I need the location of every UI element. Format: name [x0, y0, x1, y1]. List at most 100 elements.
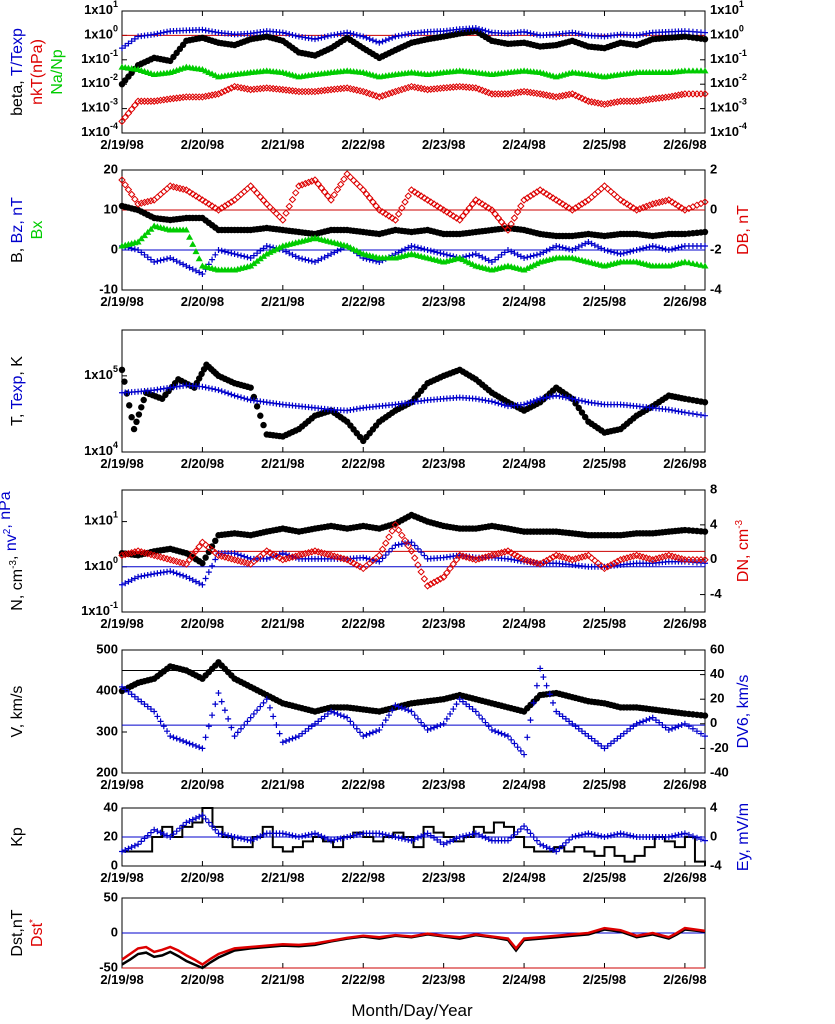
series-dst- [121, 926, 706, 966]
data-point-interp [555, 92, 564, 101]
data-point-interp [256, 84, 265, 93]
y2-tick-label: 20 [710, 691, 724, 706]
y2-tick-label: 60 [710, 641, 724, 656]
data-point-interp [144, 832, 151, 839]
data-point-interp [292, 253, 299, 260]
data-point-interp [421, 552, 428, 559]
data-point-interp [318, 715, 325, 722]
data-point-interp [411, 836, 418, 843]
data-point-interp [186, 233, 194, 240]
data-point-interp [212, 386, 219, 393]
data-point-interp [292, 734, 299, 741]
data-point-interp [597, 185, 605, 193]
data-point-interp [693, 411, 700, 418]
data-point [166, 95, 174, 103]
data-point [118, 117, 126, 126]
data-point-interp [620, 730, 627, 737]
data-point [537, 665, 544, 672]
data-point-interp [669, 246, 676, 253]
data-point-interp [514, 251, 521, 258]
data-point-interp [324, 86, 332, 94]
data-point-interp [238, 725, 245, 732]
data-point-interp [382, 717, 389, 724]
data-point [701, 399, 709, 406]
data-point-interp [180, 822, 187, 829]
data-point-interp [347, 718, 354, 725]
data-point-interp [185, 556, 194, 564]
data-point-interp [626, 97, 634, 105]
data-point-interp [389, 545, 396, 552]
data-point-interp [373, 38, 380, 45]
data-point-interp [485, 28, 492, 35]
data-point-interp [218, 204, 226, 212]
y-axis-title-2: Dst* [28, 919, 46, 947]
data-point-interp [434, 249, 441, 256]
series-bz [119, 239, 708, 277]
data-point-interp [678, 831, 685, 838]
data-point-interp [196, 580, 203, 587]
data-point [440, 251, 447, 257]
data-point-interp [331, 836, 338, 843]
data-point [263, 696, 270, 703]
data-point-interp [603, 185, 612, 193]
data-point [701, 262, 709, 269]
data-point-interp [276, 730, 283, 737]
y-tick-label: 300 [96, 723, 118, 738]
data-point-interp [658, 197, 667, 206]
data-point-interp [379, 555, 386, 562]
data-point-interp [221, 202, 229, 210]
data-point-interp [507, 220, 515, 228]
data-point [585, 830, 592, 837]
data-point-interp [558, 200, 567, 208]
data-point [328, 837, 335, 844]
data-point-interp [495, 729, 502, 736]
series-t-texp [119, 25, 708, 52]
data-point-interp [140, 97, 149, 105]
data-point-interp [208, 91, 216, 99]
data-point-interp [147, 197, 155, 205]
data-point-interp [672, 832, 679, 839]
data-point-interp [479, 715, 486, 722]
data-point-interp [610, 559, 618, 567]
data-point-interp [524, 826, 531, 833]
series-line [121, 926, 706, 966]
data-point-interp [372, 92, 380, 100]
data-point-interp [157, 257, 164, 264]
data-point-interp [555, 198, 564, 206]
data-point [569, 834, 576, 840]
data-point-interp [211, 204, 219, 212]
data-point-interp [244, 254, 251, 261]
data-point-interp [172, 94, 181, 102]
data-point-interp [144, 572, 151, 579]
data-point-interp [482, 719, 489, 726]
data-point [649, 714, 656, 721]
data-point [375, 93, 384, 101]
data-point-interp [225, 715, 232, 722]
data-point-interp [196, 813, 203, 820]
data-point-interp [257, 247, 264, 254]
data-point-interp [186, 264, 193, 271]
data-point [472, 556, 480, 564]
data-point-interp [340, 84, 348, 93]
data-point-interp [363, 34, 370, 41]
data-point-interp [620, 97, 628, 105]
data-point-interp [620, 555, 628, 563]
y-tick-label: 1x100 [84, 24, 118, 42]
data-point-interp [414, 244, 421, 251]
data-point-interp [514, 744, 521, 751]
y-axis-title: N, cm-3, nv2, nPa [0, 491, 26, 611]
data-point-interp [595, 243, 602, 250]
data-point-interp [292, 32, 299, 39]
data-point-interp [238, 835, 245, 842]
data-point-interp [283, 248, 290, 255]
data-point-interp [157, 30, 164, 37]
y-axis-title: Dst,nT [9, 909, 26, 956]
data-point-interp [418, 719, 425, 726]
data-point-interp [685, 410, 692, 417]
data-point-interp [192, 578, 199, 585]
data-point-interp [530, 398, 537, 405]
y2-tick-label: 4 [710, 516, 718, 531]
data-point-interp [228, 391, 235, 398]
data-point-interp [237, 190, 245, 199]
data-point-interp [668, 92, 676, 101]
